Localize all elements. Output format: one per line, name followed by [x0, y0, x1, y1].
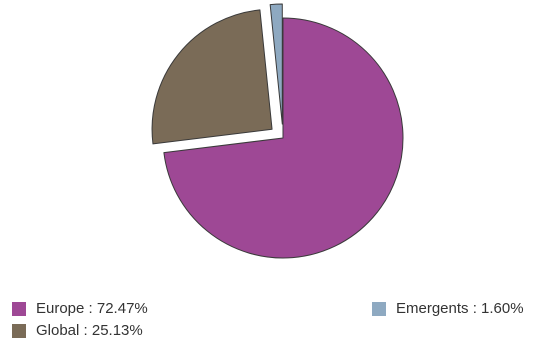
- pie-slice-europe: [163, 17, 404, 259]
- pie-slice-global: [151, 9, 273, 145]
- legend-label-emergents: Emergents : 1.60%: [396, 300, 524, 317]
- legend-swatch-emergents: [372, 301, 386, 316]
- legend-item-europe: Europe : 72.47%: [12, 300, 148, 317]
- legend-swatch-global: [12, 323, 26, 338]
- legend-item-global: Global : 25.13%: [12, 322, 143, 339]
- legend-item-emergents: Emergents : 1.60%: [372, 300, 524, 317]
- legend-label-global: Global : 25.13%: [36, 322, 143, 339]
- legend-swatch-europe: [12, 301, 26, 316]
- legend-label-europe: Europe : 72.47%: [36, 300, 148, 317]
- pie-slice-emergents: [269, 3, 283, 125]
